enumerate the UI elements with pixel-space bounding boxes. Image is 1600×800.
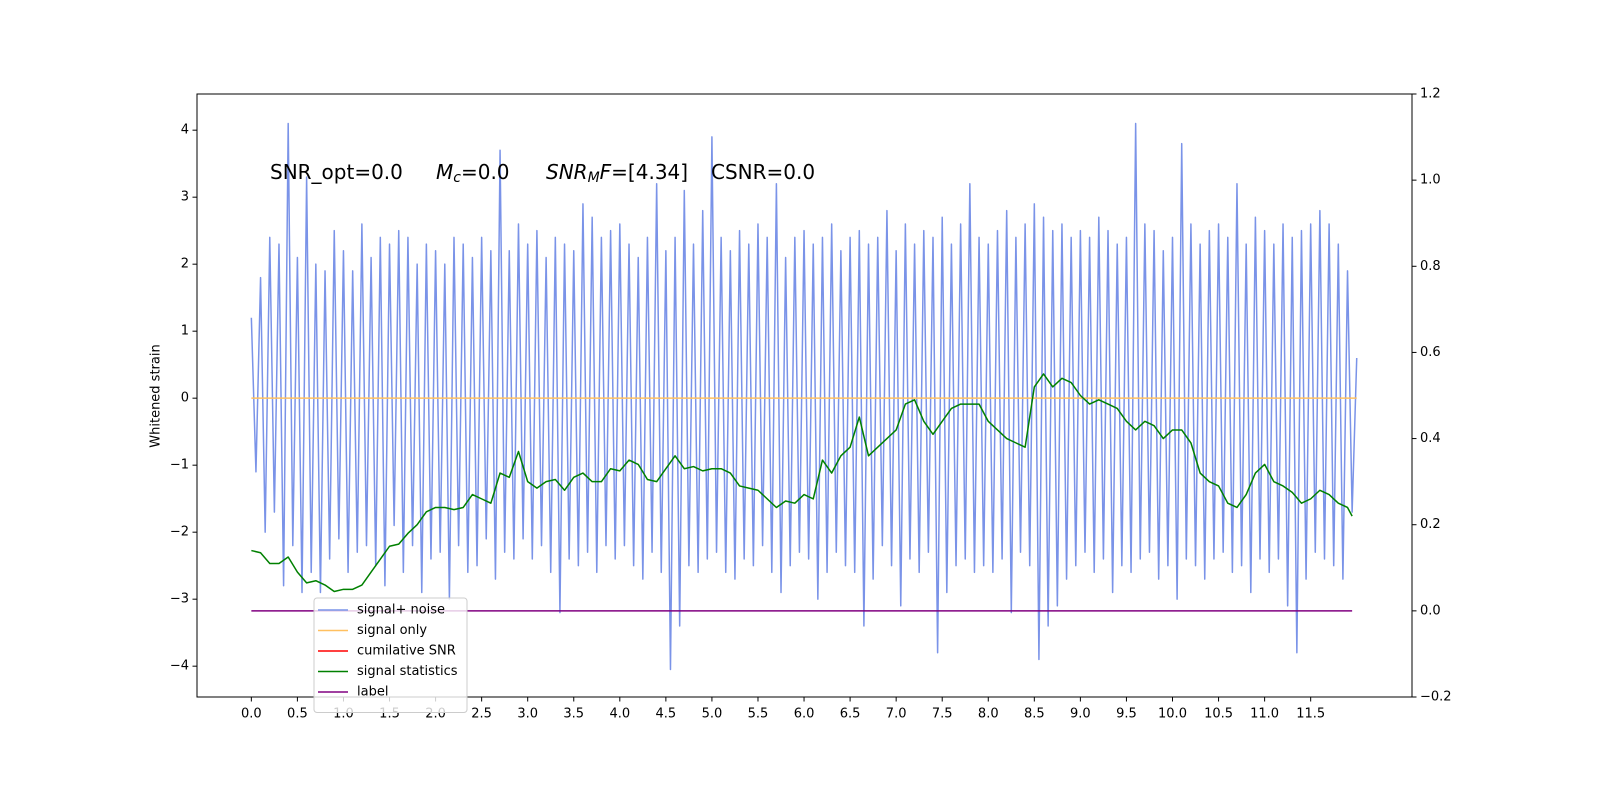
x-tick-label: 5.5 bbox=[748, 707, 769, 722]
x-tick-label: 9.0 bbox=[1070, 707, 1091, 722]
annotation: CSNR=0.0 bbox=[711, 160, 815, 184]
annotation-part: =0.0 bbox=[461, 160, 510, 184]
annotation: Mc=0.0 bbox=[436, 160, 510, 187]
x-tick-label: 11.0 bbox=[1250, 707, 1279, 722]
x-tick-label: 6.0 bbox=[794, 707, 815, 722]
y2-tick-label: 0.2 bbox=[1420, 517, 1441, 532]
x-tick-label: 11.5 bbox=[1296, 707, 1325, 722]
annotation: SNRMF=[4.34] bbox=[546, 160, 688, 187]
x-tick-label: 10.0 bbox=[1158, 707, 1187, 722]
x-tick-label: 10.5 bbox=[1204, 707, 1233, 722]
y-tick-label: 2 bbox=[181, 257, 189, 272]
y-axis-label: Whitened strain bbox=[149, 344, 164, 447]
y2-tick-label: 1.0 bbox=[1420, 173, 1441, 188]
annotation-part: SNR_opt=0.0 bbox=[270, 160, 403, 184]
legend-label: cumilative SNR bbox=[357, 644, 456, 659]
x-tick-label: 4.0 bbox=[609, 707, 630, 722]
y2-tick-label: 0.4 bbox=[1420, 431, 1441, 446]
x-tick-label: 5.0 bbox=[702, 707, 723, 722]
y-tick-label: −4 bbox=[170, 659, 189, 674]
y2-tick-label: 0.6 bbox=[1420, 345, 1441, 360]
x-tick-label: 4.5 bbox=[656, 707, 677, 722]
annotation-part: CSNR=0.0 bbox=[711, 160, 815, 184]
legend-label: signal statistics bbox=[357, 664, 458, 679]
series-line bbox=[250, 122, 1358, 671]
y2-tick-label: 1.2 bbox=[1420, 87, 1441, 102]
y2-tick-label: 0.0 bbox=[1420, 603, 1441, 618]
legend-label: signal only bbox=[357, 623, 427, 638]
y-tick-label: 4 bbox=[181, 123, 189, 138]
annotation-part: =[4.34] bbox=[611, 160, 688, 184]
y-tick-label: 1 bbox=[181, 324, 189, 339]
y-tick-label: 0 bbox=[181, 391, 189, 406]
x-tick-label: 8.5 bbox=[1024, 707, 1045, 722]
y-tick-label: 3 bbox=[181, 190, 189, 205]
legend-label: signal+ noise bbox=[357, 603, 445, 618]
annotation-part: c bbox=[453, 170, 461, 186]
y2-tick-label: 0.8 bbox=[1420, 259, 1441, 274]
annotation-part: F bbox=[600, 160, 612, 184]
x-tick-label: 3.0 bbox=[517, 707, 538, 722]
y-tick-label: −2 bbox=[170, 525, 189, 540]
annotation-part: M bbox=[588, 170, 600, 186]
legend-box bbox=[313, 597, 468, 713]
x-tick-label: 6.5 bbox=[840, 707, 861, 722]
x-tick-label: 0.5 bbox=[287, 707, 308, 722]
x-tick-label: 2.5 bbox=[471, 707, 492, 722]
annotation-part: SNR bbox=[546, 160, 588, 184]
x-tick-label: 7.5 bbox=[932, 707, 953, 722]
x-tick-label: 3.5 bbox=[563, 707, 584, 722]
x-tick-label: 8.0 bbox=[978, 707, 999, 722]
x-tick-label: 7.0 bbox=[886, 707, 907, 722]
x-tick-label: 9.5 bbox=[1116, 707, 1137, 722]
y-tick-label: −1 bbox=[170, 458, 189, 473]
legend-label: label bbox=[357, 685, 388, 700]
annotation-part: M bbox=[436, 160, 453, 184]
annotation: SNR_opt=0.0 bbox=[270, 160, 403, 184]
x-tick-label: 0.0 bbox=[241, 707, 262, 722]
y-tick-label: −3 bbox=[170, 592, 189, 607]
series-line bbox=[251, 373, 1353, 593]
y2-tick-label: −0.2 bbox=[1420, 690, 1452, 705]
